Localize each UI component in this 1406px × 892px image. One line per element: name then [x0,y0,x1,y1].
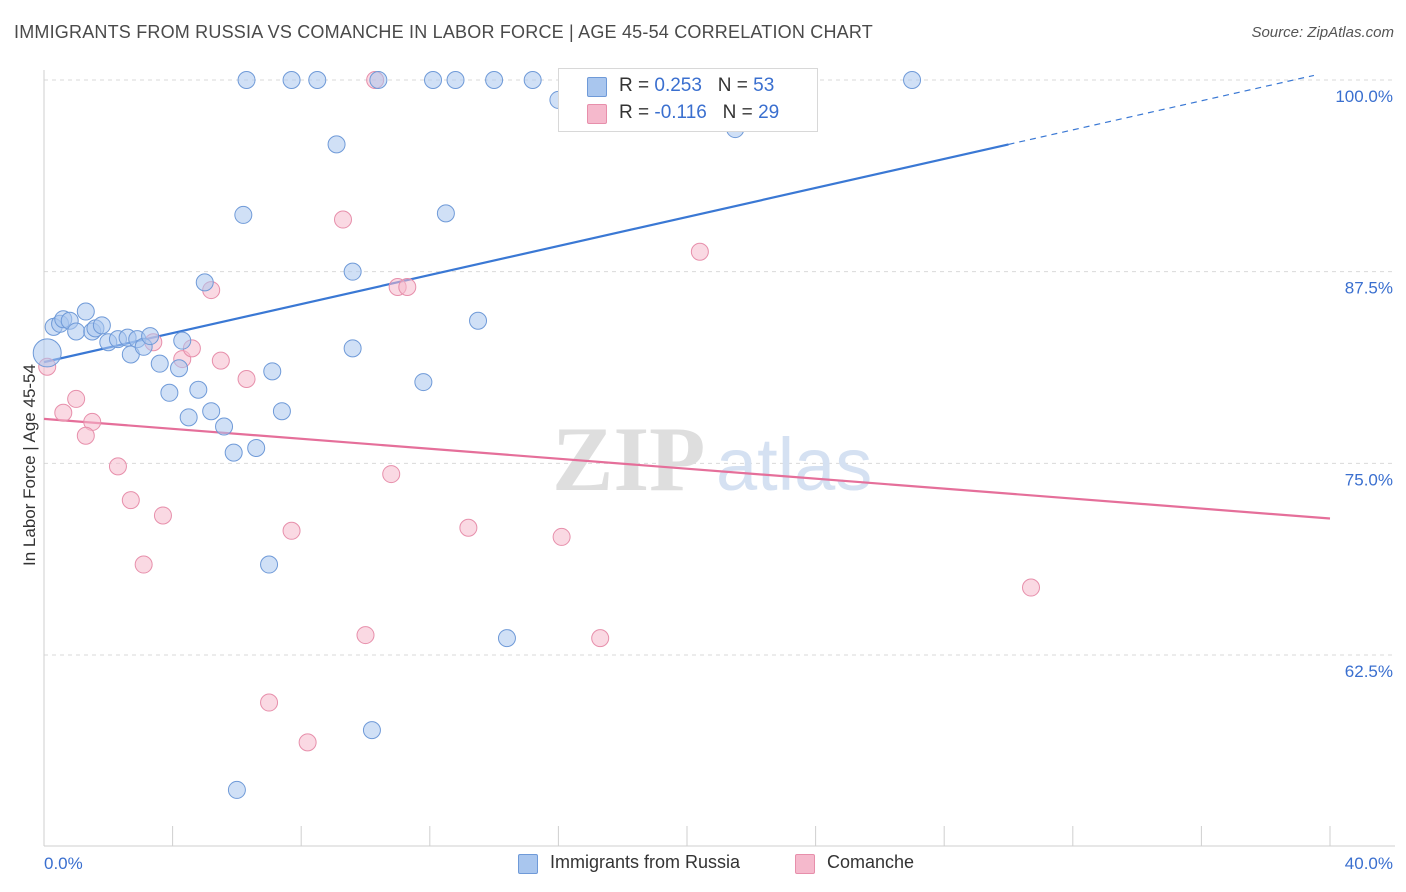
russia-point [272,402,291,421]
grid-lines [44,79,1395,656]
trend-lines [43,74,1331,520]
comanche-point [76,426,95,445]
watermark-zip: ZIP [552,408,705,510]
axes [43,70,1395,847]
comanche-point [591,629,610,648]
russia-point [343,339,362,358]
russia-trend-extension [1008,74,1315,145]
y-tick-labels: 100.0% 87.5% 75.0% 62.5% [1335,87,1393,681]
russia-point [173,331,192,350]
russia-point [160,383,179,402]
comanche-point [459,518,478,537]
y-tick-label: 75.0% [1345,470,1393,489]
stats-legend: R = 0.253 N = 53 R = -0.116 N = 29 [558,68,818,132]
russia-point [179,408,198,427]
comanche-point [398,278,417,296]
russia-point [76,302,95,321]
watermark-atlas: atlas [716,423,872,506]
russia-point [92,316,111,335]
comanche-swatch [587,104,607,124]
russia-point [903,71,922,89]
chart-title: IMMIGRANTS FROM RUSSIA VS COMANCHE IN LA… [14,22,873,42]
y-tick-label: 87.5% [1345,279,1393,298]
russia-point [308,71,327,89]
comanche-r-value: -0.116 [654,102,707,123]
comanche-stats-text: R = -0.116 N = 29 [619,102,780,123]
russia-point [234,205,253,224]
comanche-point [108,457,127,476]
russia-point [202,402,221,421]
russia-point [189,380,208,399]
y-tick-label: 100.0% [1335,87,1393,106]
watermark: ZIP atlas [552,408,872,510]
russia-point [436,204,455,223]
russia-point [141,327,160,346]
comanche-point [134,555,153,574]
comanche-point [356,626,375,645]
comanche-point [67,389,86,408]
russia-point [362,721,381,740]
source-label: Source: ZipAtlas.com [1251,24,1394,41]
comanche-trend-line [43,417,1331,520]
comanche-point [382,465,401,484]
russia-point [224,443,243,462]
russia-point [469,311,488,330]
russia-point [282,71,301,89]
russia-point [414,373,433,392]
russia-point [327,135,346,154]
russia-point [227,780,246,799]
x-tick-label-right: 40.0% [1345,854,1393,873]
comanche-point [211,351,230,370]
comanche-point [282,521,301,540]
comanche-point [298,733,317,752]
russia-r-value: 0.253 [654,75,702,96]
comanche-point [260,693,279,712]
russia-n-value: 53 [753,75,775,96]
russia-stats-text: R = 0.253 N = 53 [619,75,775,96]
russia-point [195,273,214,292]
legend-russia-swatch [518,854,538,874]
russia-point [424,71,443,89]
comanche-point [552,527,571,546]
comanche-point [153,506,172,525]
comanche-point [121,491,140,510]
russia-point [260,555,279,574]
russia-trend-line [43,143,1009,364]
russia-point [32,338,62,368]
data-points [32,71,1041,799]
comanche-point [333,210,352,229]
russia-point [485,71,504,89]
x-tick-label-left: 0.0% [44,854,83,873]
legend-russia-label: Immigrants from Russia [550,852,741,872]
y-axis-label: In Labor Force | Age 45-54 [20,364,39,566]
russia-point [170,359,189,378]
russia-point [215,417,234,436]
russia-point [150,354,169,373]
y-tick-label: 62.5% [1345,662,1393,681]
russia-swatch [587,77,607,97]
russia-point [369,71,388,89]
comanche-n-value: 29 [758,102,780,123]
russia-point [237,71,256,89]
comanche-point [54,403,73,422]
russia-point [263,362,282,381]
legend-comanche-swatch [795,854,815,874]
comanche-point [690,242,709,261]
russia-point [343,262,362,281]
russia-point [497,629,516,648]
comanche-point [237,370,256,388]
russia-point [446,71,465,89]
legend-comanche-label: Comanche [827,852,915,872]
x-tick-labels: 0.0% 40.0% [44,854,1393,873]
russia-point [247,439,266,457]
comanche-point [1022,578,1041,597]
russia-point [67,322,86,341]
russia-point [523,71,542,89]
